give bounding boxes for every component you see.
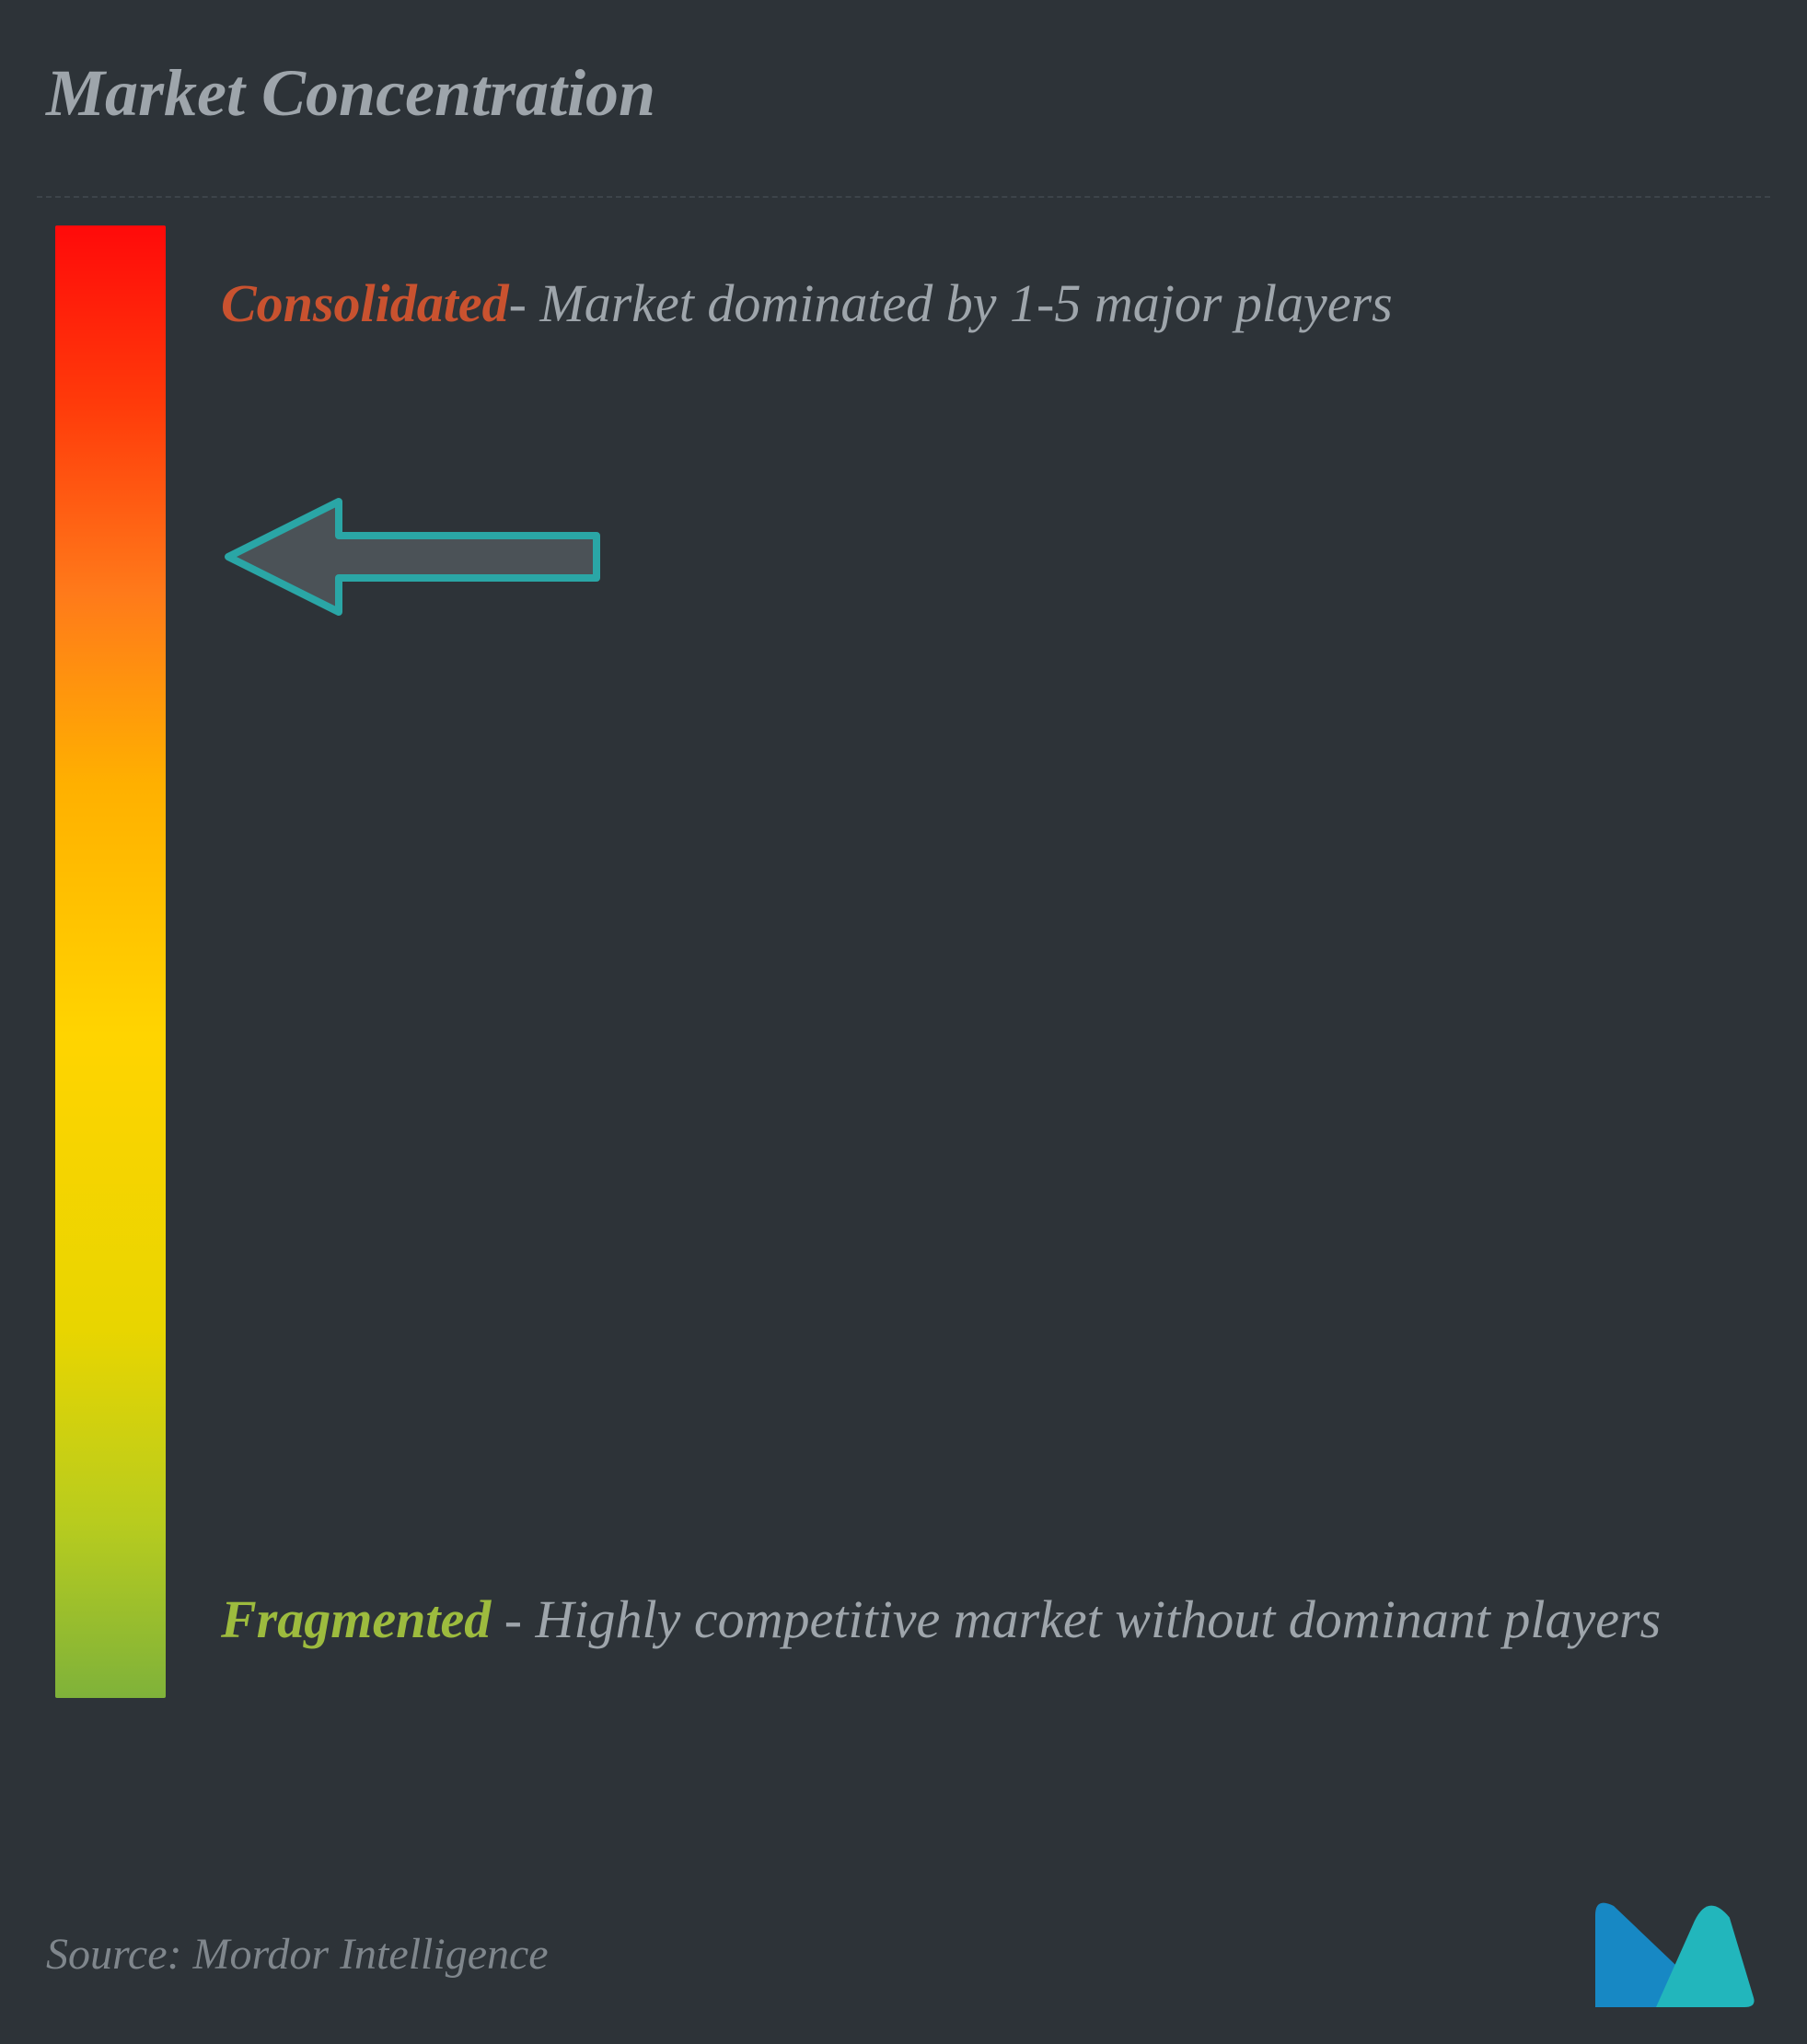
indicator-arrow	[221, 494, 604, 619]
arrow-icon	[221, 494, 604, 619]
consolidated-label: Consolidated- Market dominated by 1-5 ma…	[221, 253, 1733, 354]
chart-title: Market Concentration	[37, 37, 1770, 187]
fragmented-lead: Fragmented	[221, 1589, 491, 1649]
source-value: Mordor Intelligence	[193, 1930, 549, 1979]
fragmented-desc: - Highly competitive market without domi…	[491, 1589, 1661, 1649]
labels-column: Consolidated- Market dominated by 1-5 ma…	[221, 225, 1770, 1698]
source-label: Source:	[46, 1930, 182, 1979]
consolidated-desc: - Market dominated by 1-5 major players	[509, 273, 1393, 333]
infographic-container: Market Concentration Consolidated- Marke…	[0, 0, 1807, 2044]
logo-icon	[1586, 1888, 1761, 2007]
source-footer: Source: Mordor Intelligence	[46, 1929, 549, 1980]
gradient-bar	[55, 225, 166, 1698]
consolidated-lead: Consolidated	[221, 273, 509, 333]
brand-logo	[1586, 1888, 1761, 2007]
fragmented-label: Fragmented - Highly competitive market w…	[221, 1569, 1733, 1670]
content-row: Consolidated- Market dominated by 1-5 ma…	[37, 198, 1770, 1698]
